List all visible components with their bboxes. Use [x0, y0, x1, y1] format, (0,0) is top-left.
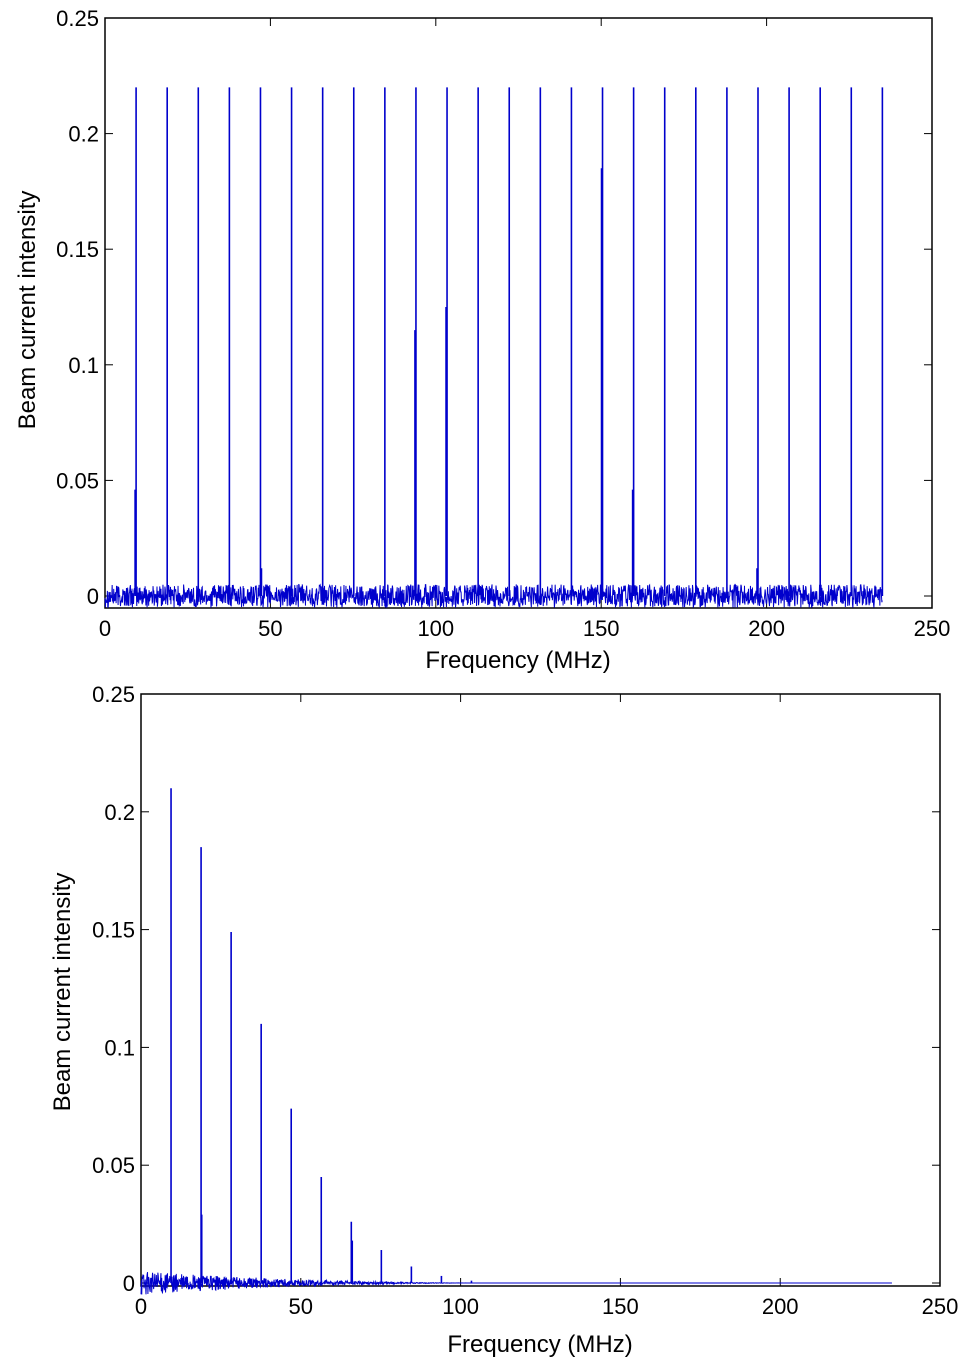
plot-area-frame — [140, 693, 941, 1287]
y-axis-label: Beam current intensity — [14, 191, 41, 430]
y-tick-label: 0.05 — [92, 1153, 135, 1178]
y-tick-label: 0.1 — [104, 1035, 135, 1060]
y-tick-label: 0.05 — [56, 468, 99, 493]
chart-top: 0 50 100 150 200 250 0 0.05 0.1 0.15 0.2 0.25 Frequ… — [14, 6, 950, 674]
spectral-peaks — [134, 87, 884, 596]
x-tick-label: 50 — [289, 1294, 313, 1319]
x-tick-label: 50 — [258, 616, 282, 641]
y-tick-label: 0.15 — [56, 237, 99, 262]
x-tick-label: 0 — [99, 616, 111, 641]
x-tick-label: 150 — [583, 616, 620, 641]
x-axis-label: Frequency (MHz) — [425, 647, 610, 674]
noise-floor — [104, 583, 883, 609]
x-axis-label: Frequency (MHz) — [447, 1331, 632, 1358]
noise-trace — [140, 1271, 892, 1295]
y-tick-label: 0.2 — [68, 122, 99, 147]
x-tick-label: 250 — [922, 1294, 959, 1319]
y-axis-label: Beam current intensity — [49, 873, 76, 1112]
x-tick-label: 0 — [135, 1294, 147, 1319]
y-tick-label: 0.15 — [92, 918, 135, 943]
y-tick-label: 0.25 — [56, 6, 99, 31]
plot-area-frame — [104, 17, 933, 609]
x-tick-label: 250 — [914, 616, 951, 641]
x-tick-label: 200 — [762, 1294, 799, 1319]
chart-bottom: 0 50 100 150 200 250 0 0.05 0.1 0.15 0.2 0.25 Frequ… — [49, 682, 958, 1358]
x-tick-label: 100 — [417, 616, 454, 641]
x-tick-label: 200 — [748, 616, 785, 641]
y-tick-label: 0.1 — [68, 353, 99, 378]
y-tick-label: 0 — [123, 1271, 135, 1296]
noise-trace — [104, 583, 883, 609]
axis-ticks: 0 50 100 150 200 250 0 0.05 0.1 0.15 0.2 0.25 — [56, 6, 950, 641]
x-tick-label: 150 — [602, 1294, 639, 1319]
axis-ticks: 0 50 100 150 200 250 0 0.05 0.1 0.15 0.2 0.25 — [92, 682, 958, 1319]
noise-floor — [140, 1271, 892, 1295]
x-tick-label: 100 — [442, 1294, 479, 1319]
spectral-peaks — [170, 788, 473, 1283]
y-tick-label: 0.2 — [104, 800, 135, 825]
y-tick-label: 0 — [87, 584, 99, 609]
y-tick-label: 0.25 — [92, 682, 135, 707]
